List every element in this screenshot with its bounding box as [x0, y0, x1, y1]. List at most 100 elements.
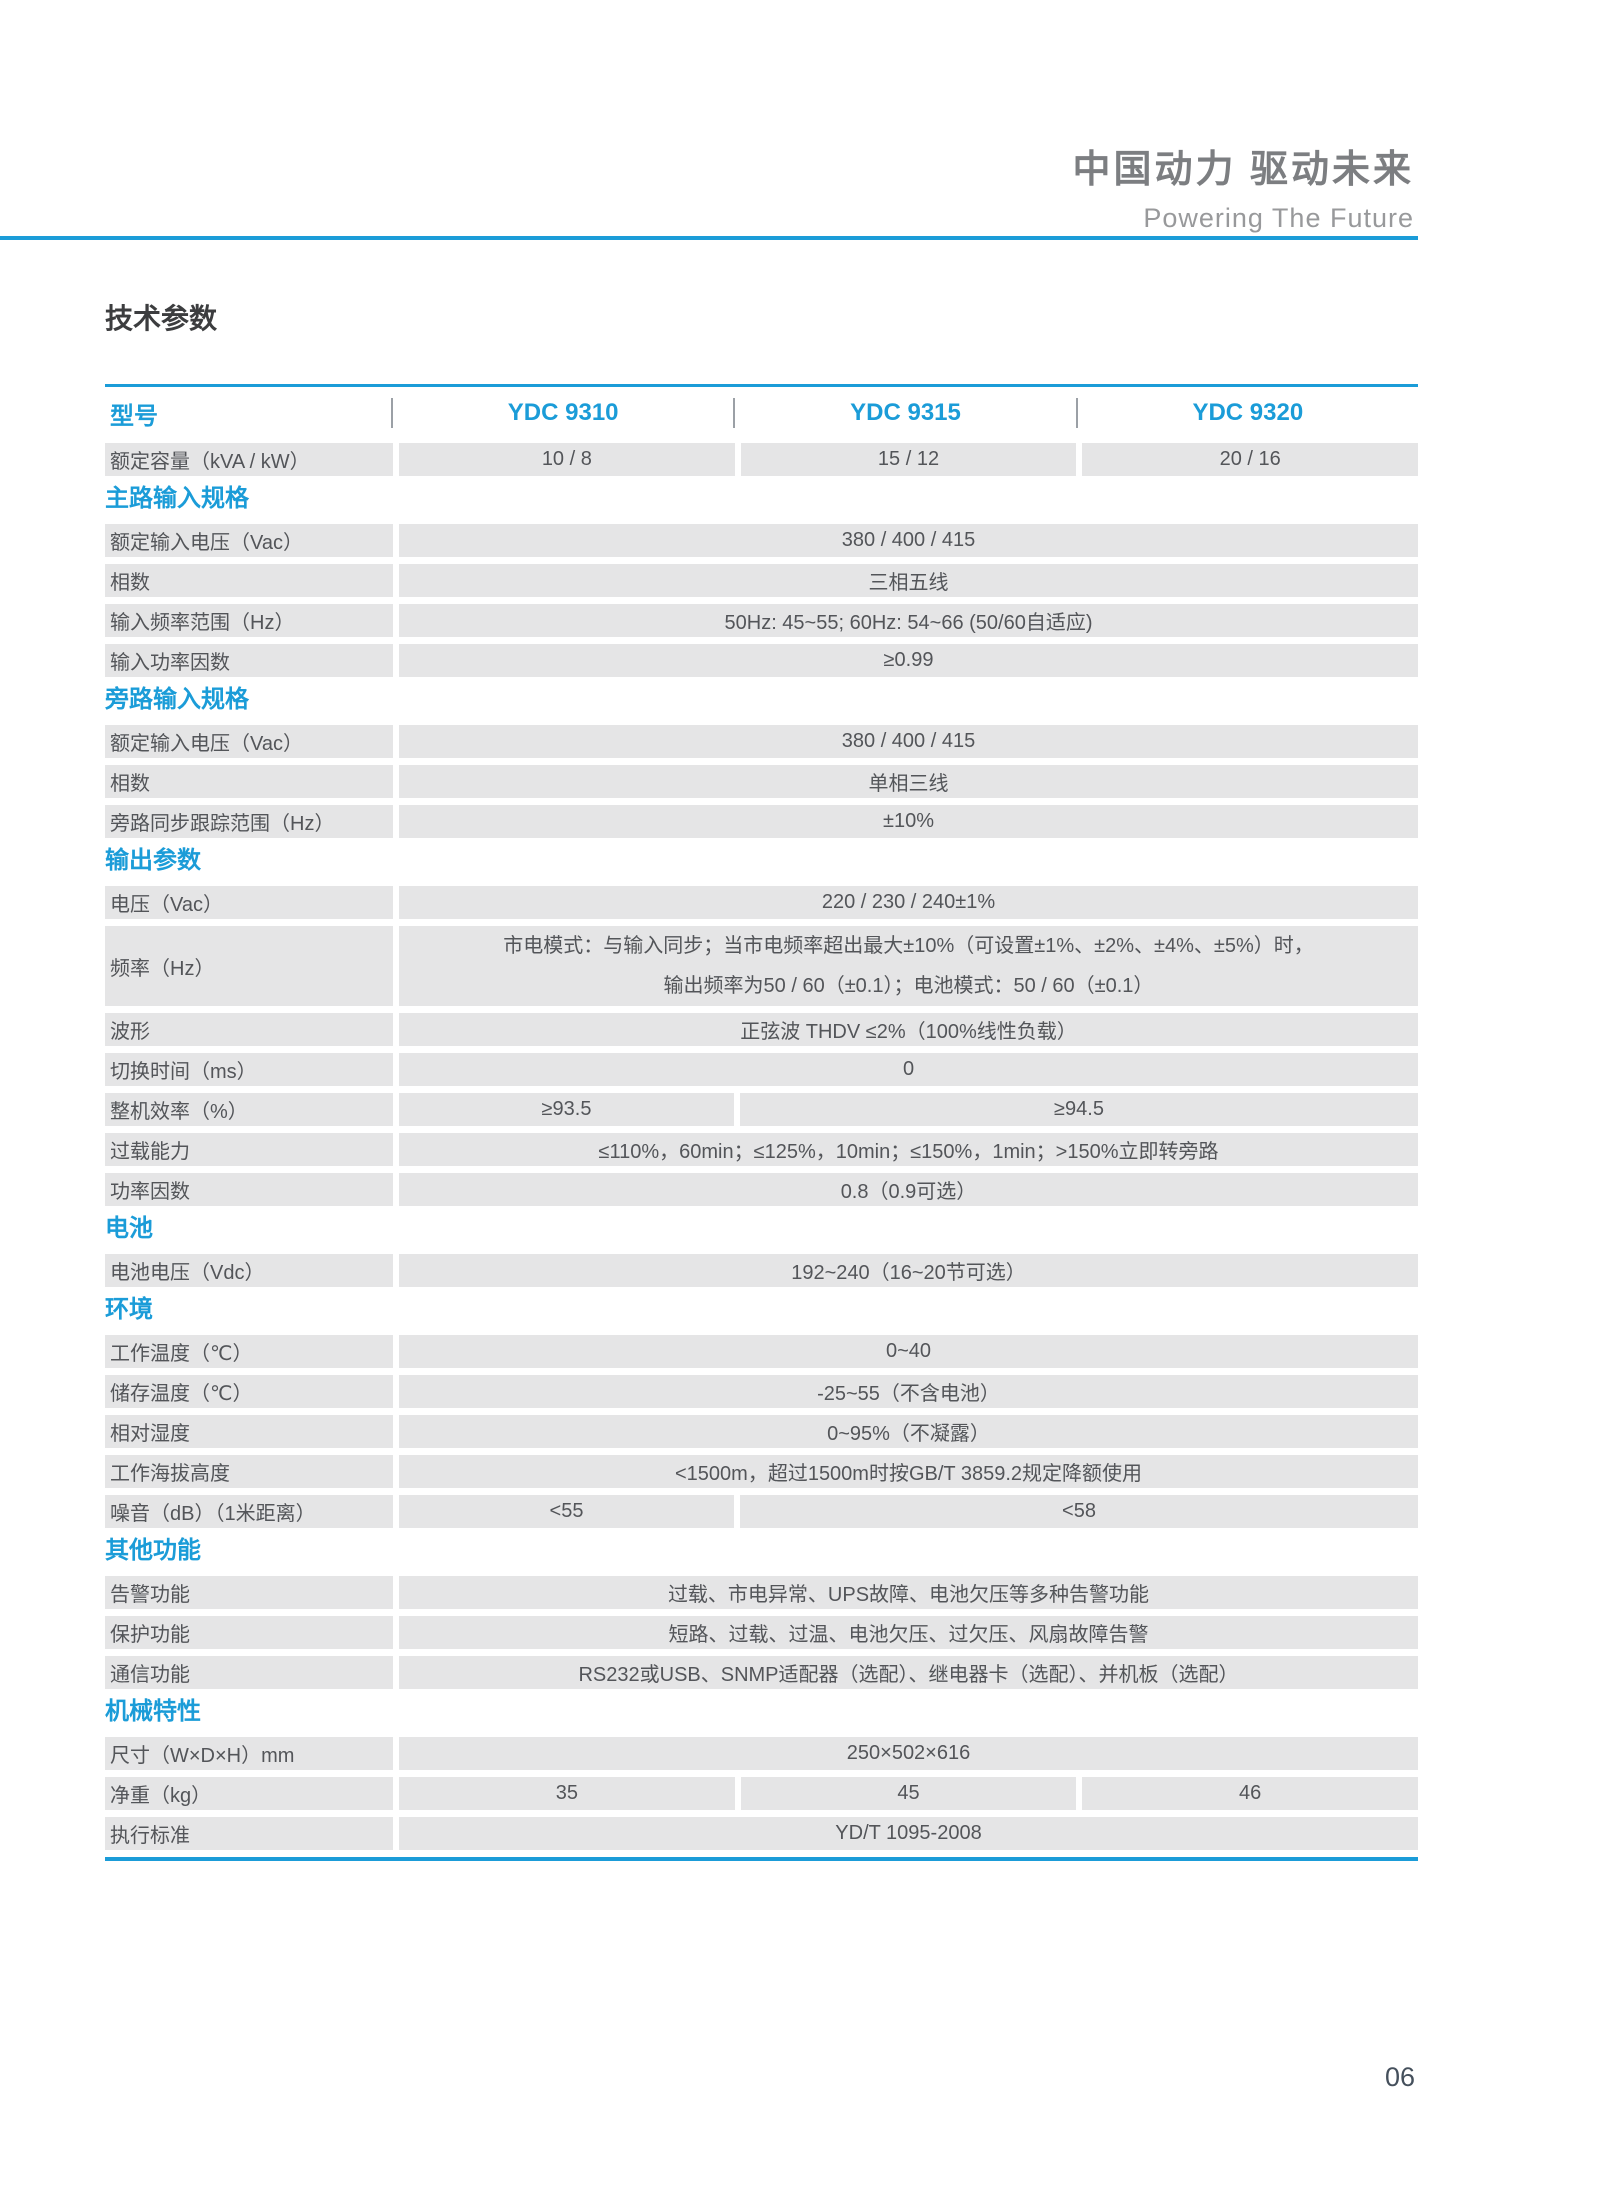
page-title: 技术参数: [105, 303, 218, 334]
row-value: RS232或USB、SNMP适配器（选配）、继电器卡（选配）、并机板（选配）: [399, 1656, 1418, 1689]
row-value: 380 / 400 / 415: [399, 725, 1418, 758]
row-value-col1: <55: [399, 1495, 734, 1528]
row-label: 额定输入电压（Vac）: [105, 524, 393, 557]
table-bottom-divider: [105, 1857, 1418, 1861]
section-title: 电池: [105, 1215, 153, 1242]
table-row: 额定容量（kVA / kW） 10 / 8 15 / 12 20 / 16: [105, 443, 1419, 476]
row-value-col2-3: ≥94.5: [740, 1093, 1418, 1126]
row-value: 过载、市电异常、UPS故障、电池欠压等多种告警功能: [399, 1576, 1418, 1609]
brand-slogan-cn: 中国动力 驱动未来: [1072, 149, 1414, 191]
column-divider: [391, 398, 393, 428]
table-row: 告警功能 过载、市电异常、UPS故障、电池欠压等多种告警功能: [105, 1576, 1418, 1609]
table-row: 电压（Vac） 220 / 230 / 240±1%: [105, 886, 1418, 919]
row-value: 0: [399, 1053, 1418, 1086]
model-name-2: YDC 9315: [850, 399, 961, 426]
table-row: 电池电压（Vdc） 192~240（16~20节可选）: [105, 1254, 1418, 1287]
table-top-divider: [105, 384, 1418, 387]
row-value: 220 / 230 / 240±1%: [399, 886, 1418, 919]
row-value: 192~240（16~20节可选）: [399, 1254, 1418, 1287]
brand-slogan-en: Powering The Future: [1143, 203, 1414, 233]
table-row: 频率（Hz） 市电模式：与输入同步；当市电频率超出最大±10%（可设置±1%、±…: [105, 926, 1418, 1006]
section-title: 环境: [105, 1296, 153, 1323]
table-row: 波形 正弦波 THDV ≤2%（100%线性负载）: [105, 1013, 1418, 1046]
table-row: 额定输入电压（Vac） 380 / 400 / 415: [105, 524, 1418, 557]
table-row: 工作温度（℃） 0~40: [105, 1335, 1418, 1368]
column-divider: [733, 398, 736, 428]
row-label: 尺寸（W×D×H）mm: [105, 1737, 393, 1770]
row-value: 短路、过载、过温、电池欠压、过欠压、风扇故障告警: [399, 1616, 1418, 1649]
row-label: 保护功能: [105, 1616, 393, 1649]
table-row: 相数 单相三线: [105, 765, 1418, 798]
spec-content: 技术参数 型号 YDC 9310 YDC 9315 YDC 9320 额定容量（…: [105, 302, 1419, 1861]
table-row: 输入频率范围（Hz） 50Hz: 45~55; 60Hz: 54~66 (50/…: [105, 604, 1418, 637]
row-label: 切换时间（ms）: [105, 1053, 393, 1086]
section-header: 主路输入规格: [105, 484, 1418, 514]
table-row: 过载能力 ≤110%，60min；≤125%，10min；≤150%，1min；…: [105, 1133, 1418, 1166]
table-row: 旁路同步跟踪范围（Hz） ±10%: [105, 805, 1418, 838]
row-value-col2: 45: [740, 1777, 1077, 1810]
row-value: 0~95%（不凝露）: [399, 1415, 1418, 1448]
row-label: 执行标准: [105, 1817, 393, 1850]
row-label: 电池电压（Vdc）: [105, 1254, 393, 1287]
row-value-col1: ≥93.5: [399, 1093, 734, 1126]
row-value: ±10%: [399, 805, 1418, 838]
row-value-col3: 20 / 16: [1082, 443, 1419, 476]
row-value-col1: 10 / 8: [399, 443, 735, 476]
section-title: 旁路输入规格: [105, 686, 249, 713]
table-row: 切换时间（ms） 0: [105, 1053, 1418, 1086]
row-label: 相数: [105, 564, 393, 597]
section-header: 输出参数: [105, 846, 1418, 876]
row-label: 旁路同步跟踪范围（Hz）: [105, 805, 393, 838]
table-row: 额定输入电压（Vac） 380 / 400 / 415: [105, 725, 1418, 758]
row-value: 250×502×616: [399, 1737, 1418, 1770]
table-row: 执行标准 YD/T 1095-2008: [105, 1817, 1418, 1850]
table-row: 相数 三相五线: [105, 564, 1418, 597]
row-value: ≥0.99: [399, 644, 1418, 677]
page-number: 06: [1385, 2062, 1416, 2092]
table-row: 通信功能 RS232或USB、SNMP适配器（选配）、继电器卡（选配）、并机板（…: [105, 1656, 1418, 1689]
row-value: 正弦波 THDV ≤2%（100%线性负载）: [399, 1013, 1418, 1046]
row-value: 市电模式：与输入同步；当市电频率超出最大±10%（可设置±1%、±2%、±4%、…: [399, 926, 1418, 1006]
table-row: 整机效率（%） ≥93.5 ≥94.5: [105, 1093, 1418, 1126]
row-value: 三相五线: [399, 564, 1418, 597]
model-name-3: YDC 9320: [1192, 399, 1304, 426]
row-value-col2: 15 / 12: [740, 443, 1077, 476]
model-row-label: 型号: [110, 402, 158, 430]
row-value-col2-3: <58: [740, 1495, 1418, 1528]
table-row: 尺寸（W×D×H）mm 250×502×616: [105, 1737, 1418, 1770]
section-header: 旁路输入规格: [105, 685, 1418, 715]
row-label: 告警功能: [105, 1576, 393, 1609]
column-divider: [1075, 398, 1078, 428]
section-title: 机械特性: [105, 1698, 201, 1725]
row-label: 整机效率（%）: [105, 1093, 393, 1126]
row-value: 0.8（0.9可选）: [399, 1173, 1418, 1206]
table-row: 噪音（dB）（1米距离） <55 <58: [105, 1495, 1418, 1528]
row-label: 通信功能: [105, 1656, 393, 1689]
row-label: 电压（Vac）: [105, 886, 393, 919]
spec-table: 额定容量（kVA / kW） 10 / 8 15 / 12 20 / 16 主路…: [105, 443, 1419, 1850]
row-value: 50Hz: 45~55; 60Hz: 54~66 (50/60自适应): [399, 604, 1418, 637]
header-divider: [0, 236, 1418, 240]
model-header-row: 型号 YDC 9310 YDC 9315 YDC 9320: [105, 391, 1418, 435]
row-value: <1500m，超过1500m时按GB/T 3859.2规定降额使用: [399, 1455, 1418, 1488]
row-value: YD/T 1095-2008: [399, 1817, 1418, 1850]
model-name-1: YDC 9310: [507, 399, 619, 426]
row-label: 噪音（dB）（1米距离）: [105, 1495, 393, 1528]
row-label: 工作海拔高度: [105, 1455, 393, 1488]
row-label: 功率因数: [105, 1173, 393, 1206]
row-label: 波形: [105, 1013, 393, 1046]
section-header: 其他功能: [105, 1536, 1418, 1566]
row-value-col1: 35: [399, 1777, 735, 1810]
row-value: ≤110%，60min；≤125%，10min；≤150%，1min；>150%…: [399, 1133, 1418, 1166]
row-value-line-2: 输出频率为50 / 60（±0.1）；电池模式：50 / 60（±0.1）: [663, 975, 1154, 997]
section-header: 电池: [105, 1214, 1418, 1244]
row-label: 储存温度（℃）: [105, 1375, 393, 1408]
row-value-line-1: 市电模式：与输入同步；当市电频率超出最大±10%（可设置±1%、±2%、±4%、…: [503, 935, 1314, 957]
section-title: 其他功能: [105, 1537, 201, 1564]
row-value: 380 / 400 / 415: [399, 524, 1418, 557]
table-row: 储存温度（℃） -25~55（不含电池）: [105, 1375, 1418, 1408]
section-title: 主路输入规格: [105, 485, 249, 512]
table-row: 输入功率因数 ≥0.99: [105, 644, 1418, 677]
section-header: 环境: [105, 1295, 1418, 1325]
row-label: 工作温度（℃）: [105, 1335, 393, 1368]
